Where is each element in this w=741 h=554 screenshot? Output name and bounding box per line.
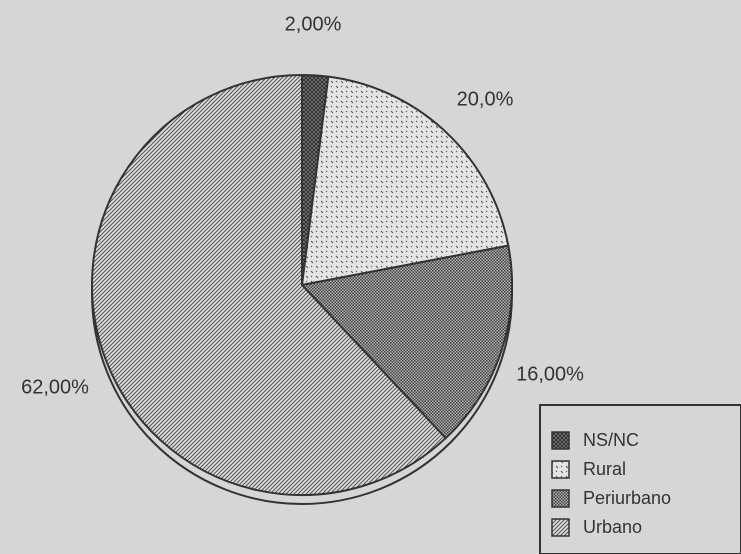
legend-label: Rural	[583, 459, 626, 479]
legend-box	[539, 404, 741, 554]
legend: NS/NC Rural Periurbano Urbano	[551, 430, 671, 537]
pie-slice	[300, 75, 510, 287]
legend-label: NS/NC	[583, 430, 639, 450]
legend-label: Urbano	[583, 517, 642, 537]
legend-swatch	[551, 489, 570, 508]
data-label: 62,00%	[21, 376, 89, 398]
legend-swatch	[551, 431, 570, 450]
pie-slice	[300, 244, 513, 440]
legend-swatch	[551, 518, 570, 537]
data-label: 16,00%	[516, 363, 584, 385]
pie-slice	[91, 73, 448, 496]
data-label: 2,00%	[285, 13, 342, 35]
legend-label: Periurbano	[583, 488, 671, 508]
data-label: 20,0%	[457, 88, 514, 110]
legend-swatch	[551, 460, 570, 479]
